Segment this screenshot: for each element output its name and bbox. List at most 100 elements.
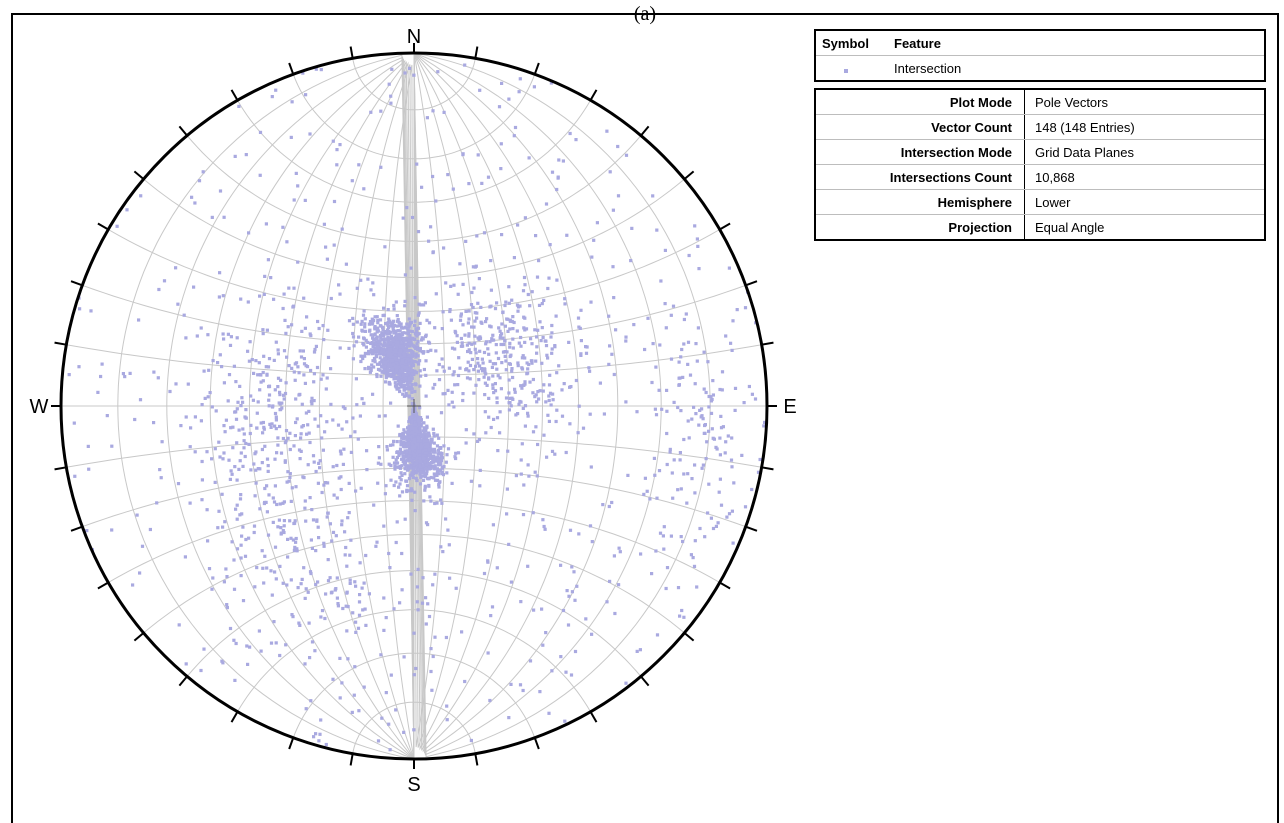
intersection-point [423, 453, 427, 457]
intersection-point [321, 324, 325, 328]
intersection-point [410, 359, 414, 363]
intersection-point [359, 486, 363, 490]
intersection-point [510, 369, 514, 373]
intersection-point [563, 297, 567, 301]
intersection-point [384, 376, 388, 380]
intersection-point [218, 271, 222, 275]
intersection-point [309, 571, 313, 576]
intersection-point [418, 453, 422, 457]
intersection-point [419, 468, 424, 472]
intersection-point [469, 479, 473, 483]
intersection-point [400, 451, 404, 455]
intersection-point [501, 336, 505, 340]
intersection-point [426, 602, 430, 606]
intersection-point [408, 417, 412, 421]
intersection-point [511, 315, 515, 319]
intersection-point [665, 462, 669, 467]
intersection-point [382, 351, 386, 355]
intersection-point [383, 492, 387, 496]
intersection-point [420, 185, 424, 189]
intersection-point [468, 363, 473, 368]
intersection-point [484, 340, 489, 344]
intersection-point [338, 292, 342, 296]
intersection-point [506, 317, 510, 321]
intersection-point [528, 659, 533, 663]
intersection-point [496, 374, 500, 378]
intersection-point [547, 398, 551, 403]
intersection-point [419, 459, 423, 464]
intersection-point [174, 266, 178, 270]
intersection-point [430, 461, 434, 465]
intersection-point [294, 485, 298, 489]
intersection-point [299, 432, 303, 436]
intersection-point [557, 364, 561, 368]
intersection-point [326, 355, 331, 359]
intersection-point [401, 436, 406, 441]
intersection-point [254, 468, 258, 472]
intersection-point [398, 329, 402, 333]
intersection-point [200, 478, 204, 482]
intersection-point [299, 355, 304, 359]
intersection-point [314, 344, 318, 348]
intersection-point [423, 436, 427, 440]
intersection-point [405, 357, 410, 361]
intersection-point [456, 292, 460, 296]
intersection-point [436, 455, 440, 459]
intersection-point [295, 549, 299, 553]
intersection-point [417, 446, 421, 450]
intersection-point [271, 496, 275, 500]
intersection-point [393, 323, 397, 327]
intersection-point [489, 259, 493, 263]
intersection-point [422, 350, 426, 354]
intersection-point [279, 526, 283, 530]
intersection-point [664, 586, 668, 591]
intersection-point [307, 409, 311, 413]
intersection-point [397, 365, 401, 369]
intersection-point [488, 340, 492, 344]
intersection-point [311, 518, 316, 522]
intersection-point [696, 244, 700, 248]
intersection-point [418, 349, 422, 353]
intersection-point [272, 358, 276, 362]
intersection-point [420, 350, 424, 354]
intersection-point [395, 369, 399, 373]
intersection-point [351, 611, 355, 615]
intersection-point [550, 449, 555, 453]
intersection-point [374, 353, 378, 358]
intersection-point [466, 321, 470, 325]
intersection-point [240, 534, 244, 538]
intersection-point [464, 309, 468, 313]
intersection-point [553, 345, 557, 349]
compass-tick [133, 632, 145, 642]
intersection-point [411, 470, 415, 474]
intersection-point [413, 389, 417, 394]
intersection-point [418, 450, 422, 454]
intersection-point [273, 424, 277, 428]
intersection-point [229, 426, 233, 430]
intersection-point [477, 438, 481, 442]
intersection-point [750, 487, 754, 492]
intersection-point [300, 577, 304, 581]
intersection-point [690, 477, 694, 481]
intersection-point [278, 424, 282, 429]
intersection-point [416, 419, 420, 423]
intersection-point [282, 524, 286, 528]
intersection-point [500, 361, 504, 365]
intersection-point [413, 382, 418, 386]
intersection-point [297, 371, 301, 375]
intersection-point [190, 195, 194, 199]
intersection-point [425, 415, 429, 419]
intersection-point [688, 373, 693, 377]
intersection-point [377, 350, 382, 354]
intersection-point [423, 475, 427, 479]
intersection-point [459, 314, 463, 318]
intersection-point [436, 448, 440, 452]
intersection-point [607, 314, 611, 318]
intersection-point [516, 223, 520, 227]
intersection-point [416, 456, 420, 460]
intersection-point [519, 384, 523, 388]
intersection-point [388, 364, 392, 368]
intersection-point [562, 382, 566, 386]
intersection-point [709, 411, 714, 415]
intersection-point [720, 388, 724, 392]
